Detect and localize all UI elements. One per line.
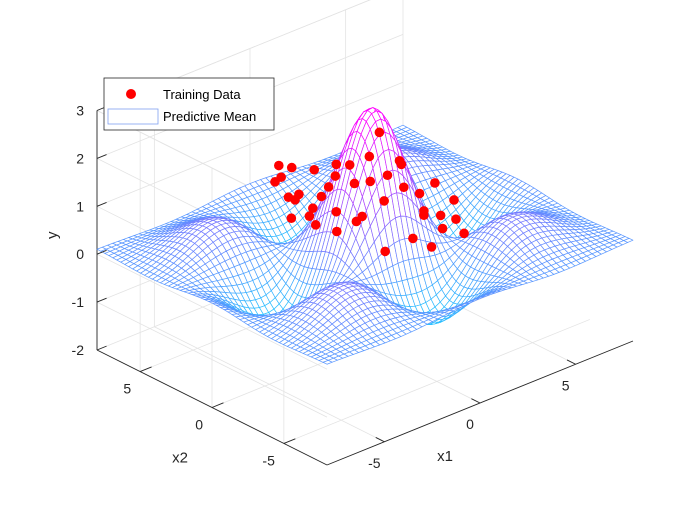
training-data-point xyxy=(379,196,389,206)
y-tick-label: -5 xyxy=(262,452,275,468)
training-data-point xyxy=(331,159,342,170)
training-data-point xyxy=(365,176,376,187)
x2-tick-mark xyxy=(139,366,152,372)
y-tick-mark xyxy=(96,202,107,207)
z-tick-label: 3 xyxy=(76,103,84,119)
training-data-point xyxy=(426,242,437,252)
training-data-point xyxy=(380,246,390,257)
training-data-point xyxy=(330,171,341,181)
training-data-point xyxy=(419,206,429,216)
training-data-point xyxy=(408,233,418,244)
training-data-point xyxy=(351,216,362,227)
x1-tick-mark xyxy=(375,437,385,443)
z-tick-label: 0 xyxy=(76,246,84,262)
training-data-point xyxy=(435,210,446,221)
x1-tick-mark xyxy=(471,398,481,404)
y-tick-label: 5 xyxy=(123,381,131,397)
z-tick-label: -1 xyxy=(72,294,85,310)
training-data-point xyxy=(316,191,327,202)
training-data-point xyxy=(382,170,393,181)
training-data-point xyxy=(414,188,425,199)
training-data-point xyxy=(374,127,385,138)
training-data-point xyxy=(308,203,318,214)
legend-label-predictive-mean: Predictive Mean xyxy=(163,109,256,124)
training-data-point xyxy=(304,211,315,222)
z-axis-label: y xyxy=(44,231,61,239)
gridline-back-y xyxy=(96,81,404,207)
training-data-point xyxy=(459,228,469,239)
legend: Training Data Predictive Mean xyxy=(103,77,275,131)
y-tick-mark xyxy=(96,345,107,351)
y-tick-labels: -5 0 5 xyxy=(123,381,275,469)
training-data-point xyxy=(349,178,360,189)
training-data-point xyxy=(331,206,342,217)
training-data-point xyxy=(399,182,409,193)
training-data-point xyxy=(430,178,440,188)
x-axis-label: x1 xyxy=(437,448,453,465)
y-axis-label: x2 xyxy=(172,450,188,467)
training-data-point xyxy=(332,226,342,237)
training-data-point xyxy=(286,162,297,173)
training-data-point xyxy=(437,223,448,234)
gridline-floor-x2 xyxy=(283,319,591,444)
y-tick-mark xyxy=(96,249,107,255)
legend-label-training-data: Training Data xyxy=(163,87,241,102)
z-tick-label: -2 xyxy=(72,342,85,358)
x1-tick-mark xyxy=(566,359,576,365)
training-data-point xyxy=(270,177,280,187)
legend-marker-training-data xyxy=(126,89,136,99)
surface-cell xyxy=(623,238,634,243)
gridline-left-y xyxy=(96,253,328,370)
training-data-point xyxy=(364,151,375,162)
training-data-point xyxy=(294,189,304,200)
training-data-point xyxy=(309,164,320,175)
z-tick-label: 2 xyxy=(76,150,84,166)
z-tick-label: 1 xyxy=(76,198,84,214)
training-data-point xyxy=(344,160,355,170)
y-tick-mark xyxy=(96,297,107,303)
x-tick-labels: -5 0 5 xyxy=(368,377,570,471)
training-data-points xyxy=(270,127,469,257)
gridline-left-y xyxy=(96,301,328,418)
z-tick-labels: -2 -1 0 1 2 3 xyxy=(72,103,85,359)
training-data-point xyxy=(310,220,321,230)
x2-tick-mark xyxy=(283,438,296,444)
training-data-point xyxy=(394,155,405,166)
x-tick-label: -5 xyxy=(368,455,381,471)
y-tick-mark xyxy=(96,154,107,159)
training-data-point xyxy=(449,195,459,205)
training-data-point xyxy=(283,192,294,203)
legend-swatch-predictive-mean xyxy=(107,108,159,125)
training-data-point xyxy=(451,214,461,224)
x2-tick-mark xyxy=(211,402,224,408)
training-data-point xyxy=(323,182,334,192)
predictive-mean-surface xyxy=(96,107,634,365)
training-data-point xyxy=(274,160,284,171)
training-data-point xyxy=(286,213,297,224)
x-tick-label: 5 xyxy=(562,377,570,393)
x-tick-label: 0 xyxy=(466,416,474,432)
y-tick-label: 0 xyxy=(195,417,203,433)
